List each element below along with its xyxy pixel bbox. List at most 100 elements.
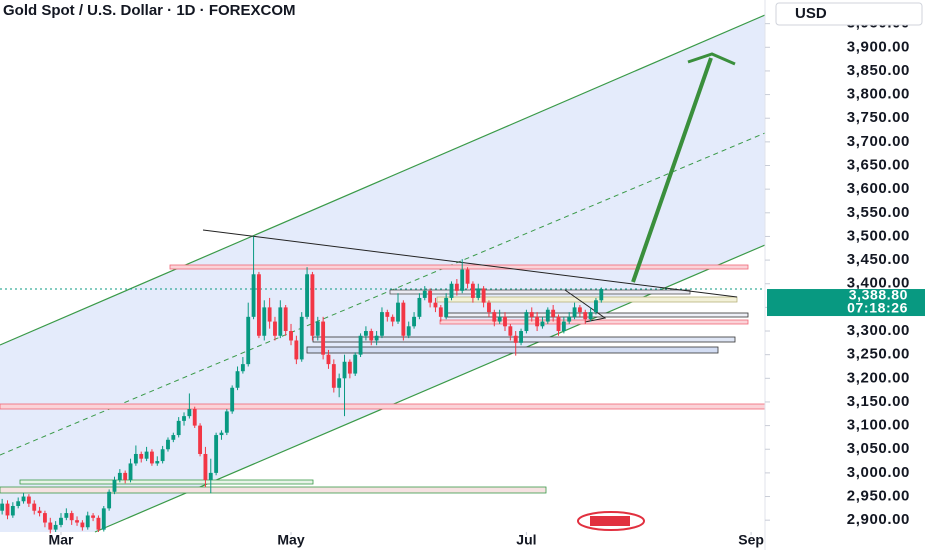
candle-body: [503, 316, 507, 327]
candle-body: [21, 496, 26, 502]
candle-body: [492, 312, 497, 322]
candle-body: [594, 300, 598, 313]
candle-body: [187, 409, 192, 417]
candle-body: [16, 501, 21, 506]
candle-body: [337, 378, 342, 388]
candle-body: [0, 503, 5, 511]
candle-body: [96, 517, 101, 530]
candle-body: [508, 326, 513, 336]
candle-body: [107, 491, 112, 509]
candle-body: [487, 302, 491, 313]
candle-body: [10, 505, 15, 516]
candle-body: [444, 297, 449, 317]
candle-body: [363, 331, 368, 336]
candle-body: [267, 307, 272, 322]
price-axis: [765, 0, 932, 550]
y-tick-label: 3,300.00: [847, 322, 910, 339]
candle-body: [150, 451, 154, 464]
y-tick-label: 3,050.00: [847, 440, 910, 457]
y-tick-label: 3,400.00: [847, 275, 910, 292]
candle-body: [433, 302, 438, 308]
candle-body: [171, 435, 176, 440]
candle-body: [583, 312, 588, 320]
y-tick-label: 2,950.00: [847, 488, 910, 505]
y-tick-label: 3,800.00: [847, 86, 910, 103]
candle-body: [556, 316, 561, 332]
y-tick-label: 3,850.00: [847, 62, 910, 79]
candle-body: [139, 453, 144, 459]
zone: [169, 264, 749, 270]
zone: [19, 479, 314, 485]
currency-box[interactable]: [775, 2, 923, 26]
y-tick-label: 3,600.00: [847, 180, 910, 197]
zone: [0, 403, 765, 410]
candle-body: [43, 513, 47, 523]
candle-body: [85, 515, 90, 528]
candle-body: [198, 425, 203, 454]
y-tick-label: 3,550.00: [847, 204, 910, 221]
candle-body: [69, 513, 74, 521]
candle-body: [577, 307, 582, 313]
candle-body: [551, 309, 556, 317]
arrow-head: [687, 52, 736, 66]
candle-body: [428, 290, 433, 303]
candle-body: [91, 515, 96, 518]
candle-body: [128, 463, 133, 480]
candle-body: [310, 274, 315, 336]
candle-body: [454, 283, 459, 291]
y-tick-label: 3,100.00: [847, 417, 910, 434]
last-price-label: 3,388.80: [849, 287, 908, 303]
candle-body: [438, 307, 443, 317]
y-tick-label: 3,450.00: [847, 251, 910, 268]
candle-body: [519, 331, 523, 343]
candle-body: [401, 302, 406, 336]
candle-body: [545, 309, 550, 322]
candle-body: [315, 321, 320, 336]
candle-body: [535, 316, 540, 327]
candle-body: [230, 387, 235, 412]
candle-body: [192, 409, 197, 426]
candle-body: [460, 269, 465, 291]
countdown: 07:18:26: [847, 300, 908, 316]
zone: [312, 336, 736, 343]
candle-body: [481, 288, 486, 303]
candle-body: [289, 331, 293, 341]
candle-body: [369, 331, 374, 341]
candle-body: [449, 283, 454, 298]
candle-body: [572, 307, 577, 317]
candle-body: [540, 321, 545, 327]
candle-body: [358, 335, 363, 355]
candle-body: [240, 364, 245, 372]
candle-body: [112, 479, 117, 492]
candle-body: [588, 312, 593, 320]
plot-area: Mar May Jul Sep: [0, 14, 765, 548]
candle-body: [390, 316, 395, 322]
candle-body: [422, 290, 427, 298]
candle-body: [599, 289, 604, 301]
candle-body: [37, 510, 42, 514]
candle-body: [396, 302, 400, 322]
zone: [0, 486, 547, 494]
trend-line: [564, 289, 607, 323]
candle-body: [144, 451, 149, 459]
candle-body: [203, 453, 208, 480]
candle-body: [214, 435, 219, 473]
candle-body: [417, 297, 422, 317]
currency: USD: [795, 5, 827, 22]
candle-body: [219, 432, 224, 436]
candle-body: [374, 335, 379, 341]
candle-body: [294, 340, 299, 360]
candle-body: [59, 517, 63, 525]
channel-upper: [0, 14, 765, 346]
channel-mid: [0, 132, 765, 456]
candle-body: [182, 416, 186, 421]
last-price-box: [767, 289, 925, 317]
candle-body: [321, 321, 326, 355]
y-tick-label: 3,900.00: [847, 38, 910, 55]
candle-body: [155, 461, 160, 464]
candle-body: [166, 439, 170, 450]
candle-body: [326, 354, 331, 365]
candle-body: [513, 335, 518, 343]
